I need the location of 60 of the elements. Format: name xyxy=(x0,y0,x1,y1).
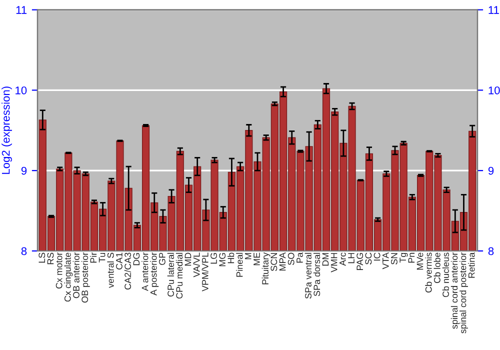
x-tick-label: LS xyxy=(38,252,46,263)
x-tick-label: Pa xyxy=(296,252,303,263)
x-tick-label: DM xyxy=(322,253,329,266)
x-tick-label: SO xyxy=(288,252,294,265)
x-tick-label: ME xyxy=(254,252,260,266)
x-tick-label: spinal cord anterior xyxy=(450,252,460,329)
x-tick-label: MPA xyxy=(279,252,286,270)
x-tick-label: Pn xyxy=(408,252,415,263)
x-tick-label: Cb vermis xyxy=(425,252,432,293)
x-tick-label: OB posterior xyxy=(81,252,90,303)
x-tick-label: Retina xyxy=(468,252,475,278)
x-tick-label: Cb nucleus xyxy=(442,252,449,298)
x-tick-label: OB anterior xyxy=(72,252,80,298)
x-tick-label: VPM/VPL xyxy=(202,252,208,292)
y2-tick-label: 9 xyxy=(488,166,494,175)
y2-tick-label: 11 xyxy=(488,6,499,14)
x-tick-label: Hb xyxy=(228,252,234,264)
x-tick-label: VMH xyxy=(330,253,338,272)
x-tick-label: CA1 xyxy=(116,252,122,270)
x-tick-label: SC xyxy=(365,252,372,264)
y-axis-title: Log2 (expression) xyxy=(2,86,12,174)
x-tick-label: CPu lateral xyxy=(167,252,174,297)
y2-tick-label: 8 xyxy=(488,247,494,256)
x-tick-label: A anterior xyxy=(142,252,148,291)
x-tick-label: SCN xyxy=(270,253,278,271)
y-tick-label: 10 xyxy=(16,86,27,94)
x-tick-label: MG xyxy=(219,253,226,266)
x-tick-label: LG xyxy=(210,253,217,264)
x-tick-label: Tg xyxy=(400,252,408,263)
x-tick-label: spinal cord posterior xyxy=(460,252,468,334)
y-tick-label: 8 xyxy=(21,247,27,256)
x-tick-label: Pir xyxy=(90,252,97,263)
x-tick-label: Pituitary xyxy=(262,252,270,284)
x-tick-label: Tu xyxy=(98,252,106,262)
x-tick-label: MVe xyxy=(416,252,424,270)
x-tick-label: SPa dorsal xyxy=(313,252,320,296)
x-tick-label: Arc xyxy=(340,252,346,266)
x-tick-label: Cb lobe xyxy=(434,252,440,283)
x-tick-label: DG xyxy=(133,253,140,266)
x-tick-label: VA/VL xyxy=(193,252,200,278)
x-tick-label: A posterior xyxy=(150,252,159,296)
y-tick-label: 11 xyxy=(16,6,27,14)
y2-tick-label: 10 xyxy=(488,86,500,94)
x-tick-label: Cx cingulate xyxy=(64,252,73,302)
x-tick-label: ventral S xyxy=(107,252,114,288)
x-tick-label: SN xyxy=(391,253,398,264)
x-tick-label: MD xyxy=(184,252,192,266)
x-tick-label: M xyxy=(245,253,252,260)
x-tick-label: GP xyxy=(159,252,166,265)
y-tick-label: 9 xyxy=(21,166,27,175)
x-tick-label: RS xyxy=(47,252,54,264)
x-tick-label: VTA xyxy=(382,252,389,270)
x-tick-label: Cx motor xyxy=(56,252,62,288)
x-tick-label: SPa ventral xyxy=(304,252,312,299)
x-tick-label: CA2/CA3 xyxy=(124,252,132,290)
x-tick-label: IC xyxy=(374,252,380,261)
x-tick-label: CPu medial xyxy=(176,252,183,299)
x-tick-label: LH xyxy=(348,253,354,264)
x-tick-label: PAG xyxy=(356,253,364,270)
x-tick-label: Pineal xyxy=(236,252,243,277)
